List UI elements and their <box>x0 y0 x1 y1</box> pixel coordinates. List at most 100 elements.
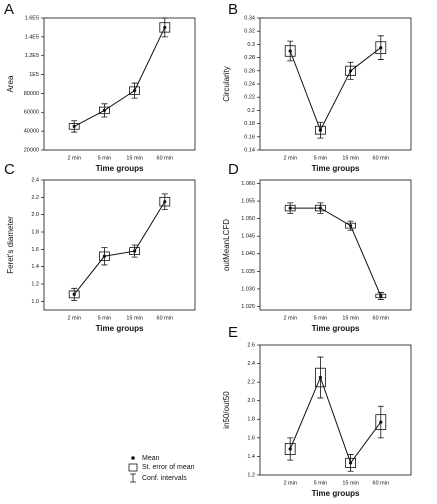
y-tick-label: 1.050 <box>241 216 255 222</box>
y-tick-label: 0.34 <box>244 15 255 21</box>
legend-se-icon <box>128 463 138 472</box>
panel: D Time groups outMeanLCFD 2 min 5 min 15 min 6… <box>222 161 412 333</box>
x-tick-label: 15 min <box>342 480 359 486</box>
y-tick-label: 1.055 <box>241 199 255 205</box>
plot-frame <box>43 17 196 151</box>
mean-dot <box>379 420 383 424</box>
x-tick-label: 15 min <box>342 155 359 161</box>
x-axis-label: Time groups <box>96 324 144 333</box>
y-tick-label: 1.4E5 <box>25 34 39 40</box>
legend-mean-icon <box>131 456 135 460</box>
mean-dot <box>288 447 292 451</box>
y-tick-label: 1.2E5 <box>25 53 39 59</box>
x-tick-label: 2 min <box>283 480 296 486</box>
y-tick-label: 60000 <box>24 110 39 116</box>
se-box <box>314 367 326 388</box>
y-tick-label: 0.3 <box>247 42 255 48</box>
x-tick-label: 60 min <box>373 480 390 486</box>
panel-letter: C <box>4 161 15 178</box>
plot-frame <box>259 17 412 151</box>
x-tick-label: 2 min <box>283 155 296 161</box>
y-axis-label: Feret's diameter <box>6 216 15 274</box>
x-tick-label: 60 min <box>373 155 390 161</box>
y-tick-label: 1.6 <box>31 247 39 253</box>
y-tick-label: 2.6 <box>247 342 255 348</box>
mean-dot <box>102 254 106 258</box>
y-tick-label: 40000 <box>24 129 39 135</box>
se-box <box>129 247 141 255</box>
y-tick-label: 0.18 <box>244 121 255 127</box>
x-tick-label: 5 min <box>314 155 327 161</box>
mean-dot <box>163 200 167 204</box>
y-axis-label: outMeanLCFD <box>222 219 231 271</box>
mean-dot <box>349 461 353 465</box>
se-box <box>284 45 296 57</box>
se-box <box>159 196 171 207</box>
x-axis-label: Time groups <box>96 164 144 173</box>
y-axis-label: Area <box>6 75 15 92</box>
panel-letter: B <box>228 1 238 18</box>
y-tick-label: 2.4 <box>247 361 255 367</box>
mean-dot <box>163 25 167 30</box>
y-tick-label: 0.22 <box>244 95 255 101</box>
x-tick-label: 60 min <box>373 315 390 321</box>
se-box <box>284 443 296 455</box>
y-tick-label: 1.035 <box>241 269 255 275</box>
y-tick-label: 1.4 <box>247 454 255 460</box>
se-box <box>375 41 387 55</box>
legend-label: Conf. intervals <box>142 475 187 482</box>
se-box <box>345 222 357 229</box>
y-tick-label: 80000 <box>24 91 39 97</box>
y-tick-label: 0.14 <box>244 147 255 153</box>
y-tick-label: 1.8 <box>31 229 39 235</box>
x-axis-label: Time groups <box>312 324 360 333</box>
y-tick-label: 1.2 <box>31 281 39 287</box>
mean-dot <box>318 375 322 380</box>
x-axis-label: Time groups <box>312 489 360 498</box>
x-tick-label: 60 min <box>157 315 174 321</box>
mean-dot <box>318 206 322 210</box>
x-tick-label: 2 min <box>67 315 80 321</box>
y-axis-label: in50/out50 <box>222 391 231 429</box>
y-tick-label: 0.2 <box>247 108 255 114</box>
x-tick-label: 5 min <box>98 315 111 321</box>
se-box <box>68 123 80 130</box>
se-box <box>99 251 110 262</box>
se-box <box>375 293 387 299</box>
se-box <box>129 86 141 95</box>
y-tick-label: 1E5 <box>29 72 39 78</box>
plot-frame <box>43 179 196 311</box>
y-axis-label: Circularity <box>222 66 231 102</box>
y-tick-label: 1.8 <box>247 417 255 423</box>
x-tick-label: 2 min <box>283 315 296 321</box>
legend-label: Mean <box>142 455 160 462</box>
mean-dot <box>318 128 322 132</box>
mean-dot <box>288 49 292 53</box>
mean-line <box>73 201 166 295</box>
x-tick-label: 60 min <box>157 155 174 161</box>
se-box <box>375 414 387 430</box>
y-tick-label: 1.060 <box>241 181 255 187</box>
y-tick-label: 0.16 <box>244 134 255 140</box>
se-box <box>345 65 357 76</box>
panel: A Time groups Area 2 min 5 min 15 min 60 min 20… <box>4 1 196 173</box>
y-tick-label: 1.4 <box>31 264 39 270</box>
y-tick-label: 20000 <box>24 147 39 153</box>
se-box <box>284 204 296 212</box>
y-tick-label: 0.28 <box>244 55 255 61</box>
panel-letter: D <box>228 161 239 178</box>
y-tick-label: 2.4 <box>31 177 39 183</box>
y-tick-label: 2.0 <box>247 398 255 404</box>
se-box <box>314 125 326 135</box>
mean-dot <box>379 46 383 50</box>
y-tick-label: 2.2 <box>247 380 255 386</box>
se-box <box>99 106 110 115</box>
legend: Mean St. error of mean Conf. intervals <box>128 455 195 483</box>
panel: B Time groups Circularity 2 min 5 min 15 min 6… <box>222 1 412 173</box>
y-tick-label: 1.025 <box>241 304 255 310</box>
panel: E Time groups in50/out50 2 min 5 min 15 min 60… <box>222 324 412 498</box>
x-axis-label: Time groups <box>312 164 360 173</box>
y-tick-label: 1.040 <box>241 251 255 257</box>
x-tick-label: 15 min <box>126 315 143 321</box>
